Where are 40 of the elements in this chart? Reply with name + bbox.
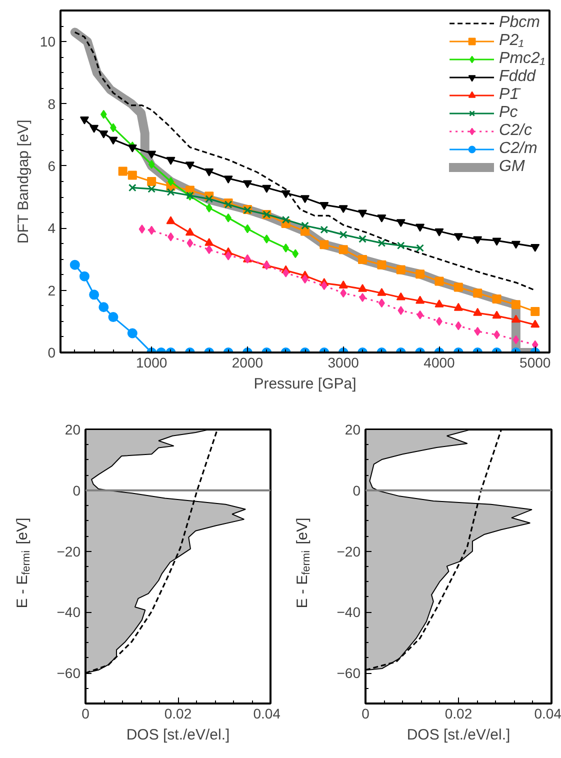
x-tick-label: 0.02 <box>164 706 192 722</box>
x-tick-label: 2000 <box>232 354 264 370</box>
y-tick-label: 4 <box>48 220 56 236</box>
x-tick-label: 0.02 <box>444 706 472 722</box>
y-axis-title: E - Efermi [eV] <box>14 518 32 608</box>
y-tick-label: −20 <box>56 543 81 560</box>
y-tick-label: −40 <box>336 604 361 620</box>
y-tick-label: 20 <box>344 422 361 438</box>
x-tick-label: 5000 <box>520 354 551 370</box>
x-tick-label: 4000 <box>424 354 456 370</box>
y-tick-label: −40 <box>56 604 81 620</box>
y-axis-title: DFT Bandgap [eV] <box>14 120 32 244</box>
y-tick-label: −20 <box>336 543 361 560</box>
y-tick-label: 10 <box>40 34 56 50</box>
y-tick-label: 0 <box>48 344 56 360</box>
x-tick-label: 3000 <box>328 354 360 370</box>
x-axis-title: DOS [st./eV/el.] <box>406 726 510 744</box>
x-axis-title: Pressure [GPa] <box>254 376 356 392</box>
y-tick-label: 2 <box>48 282 56 298</box>
legend-label: Fddd <box>499 68 536 86</box>
x-tick-label: 1000 <box>136 354 168 370</box>
legend-label: P2₁ <box>499 32 524 50</box>
y-tick-label: −60 <box>56 665 81 682</box>
legend-label: Pmc2₁ <box>499 50 545 68</box>
y-tick-label: 0 <box>352 482 361 498</box>
legend-label: Pbcm <box>499 14 540 32</box>
y-tick-label: 8 <box>48 96 56 112</box>
legend-label: P1̄ <box>499 86 520 104</box>
y-axis-title: E - Efermi [eV] <box>294 518 312 608</box>
x-tick-label: 0.04 <box>253 706 281 722</box>
y-tick-label: 6 <box>48 158 56 174</box>
legend-label: Pc <box>499 104 519 122</box>
y-tick-label: 0 <box>72 482 81 498</box>
legend-label: GM <box>499 158 525 176</box>
y-tick-label: −60 <box>336 665 361 682</box>
x-tick-label: 0.04 <box>534 706 561 722</box>
y-tick-label: 20 <box>64 422 81 438</box>
x-axis-title: DOS [st./eV/el.] <box>126 726 230 744</box>
legend-label: C2/c <box>499 122 532 140</box>
legend-label: C2/m <box>499 140 538 158</box>
